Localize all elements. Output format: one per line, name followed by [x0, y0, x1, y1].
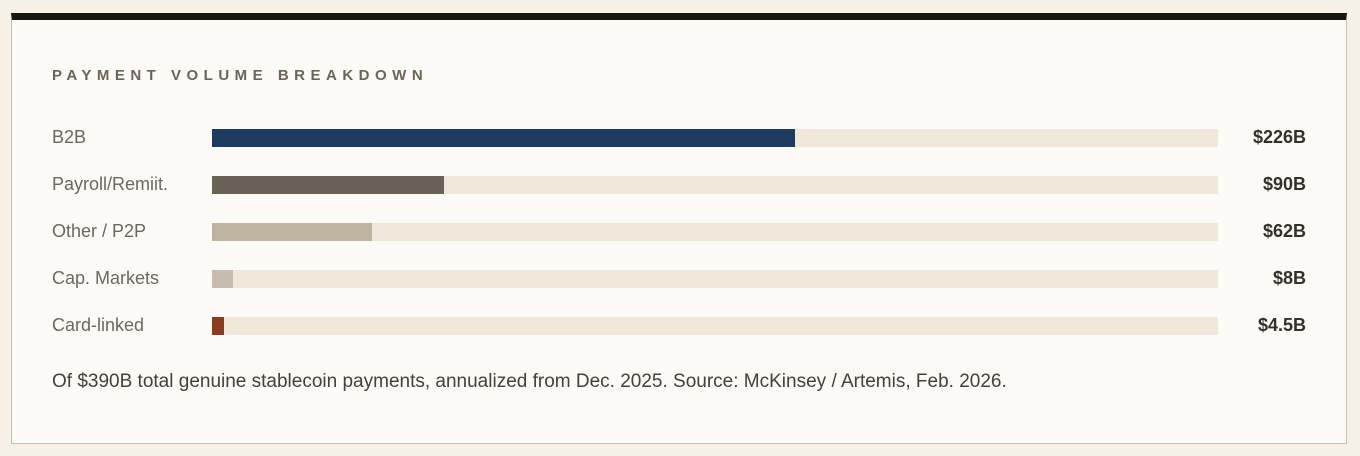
bar-category-label: Payroll/Remiit.: [52, 174, 169, 194]
bar-value-label: $90B: [1262, 174, 1306, 194]
bar-value-label: $4.5B: [1257, 315, 1306, 335]
bar-fill: [212, 175, 445, 194]
bar-row: B2B $226B: [52, 114, 1306, 161]
source-footnote: Of $390B total genuine stablecoin paymen…: [52, 371, 1007, 392]
bar-track: [212, 222, 1218, 241]
bar-track: [212, 175, 1218, 194]
bar-row: Card-linked $4.5B: [52, 302, 1306, 349]
chart-card: PAYMENT VOLUME BREAKDOWN B2B $226B Payroll…: [11, 13, 1347, 444]
bar-chart: B2B $226B Payroll/Remiit. $90B Other / P2P $6…: [52, 114, 1306, 349]
bar-fill: [212, 222, 372, 241]
bar-category-label: Card-linked: [52, 315, 145, 335]
bar-fill: [212, 128, 795, 147]
chart-title: PAYMENT VOLUME BREAKDOWN: [52, 67, 429, 84]
bar-category-label: Cap. Markets: [52, 268, 160, 288]
bar-track: [212, 316, 1218, 335]
bar-fill: [212, 269, 233, 288]
bar-value-label: $8B: [1272, 268, 1306, 288]
bar-row: Other / P2P $62B: [52, 208, 1306, 255]
bar-track: [212, 269, 1218, 288]
bar-category-label: B2B: [52, 127, 87, 147]
bar-row: Cap. Markets $8B: [52, 255, 1306, 302]
bar-row: Payroll/Remiit. $90B: [52, 161, 1306, 208]
bar-fill: [212, 316, 224, 335]
bar-track: [212, 128, 1218, 147]
bar-value-label: $226B: [1252, 127, 1306, 147]
bar-value-label: $62B: [1262, 221, 1306, 241]
bar-category-label: Other / P2P: [52, 221, 147, 241]
